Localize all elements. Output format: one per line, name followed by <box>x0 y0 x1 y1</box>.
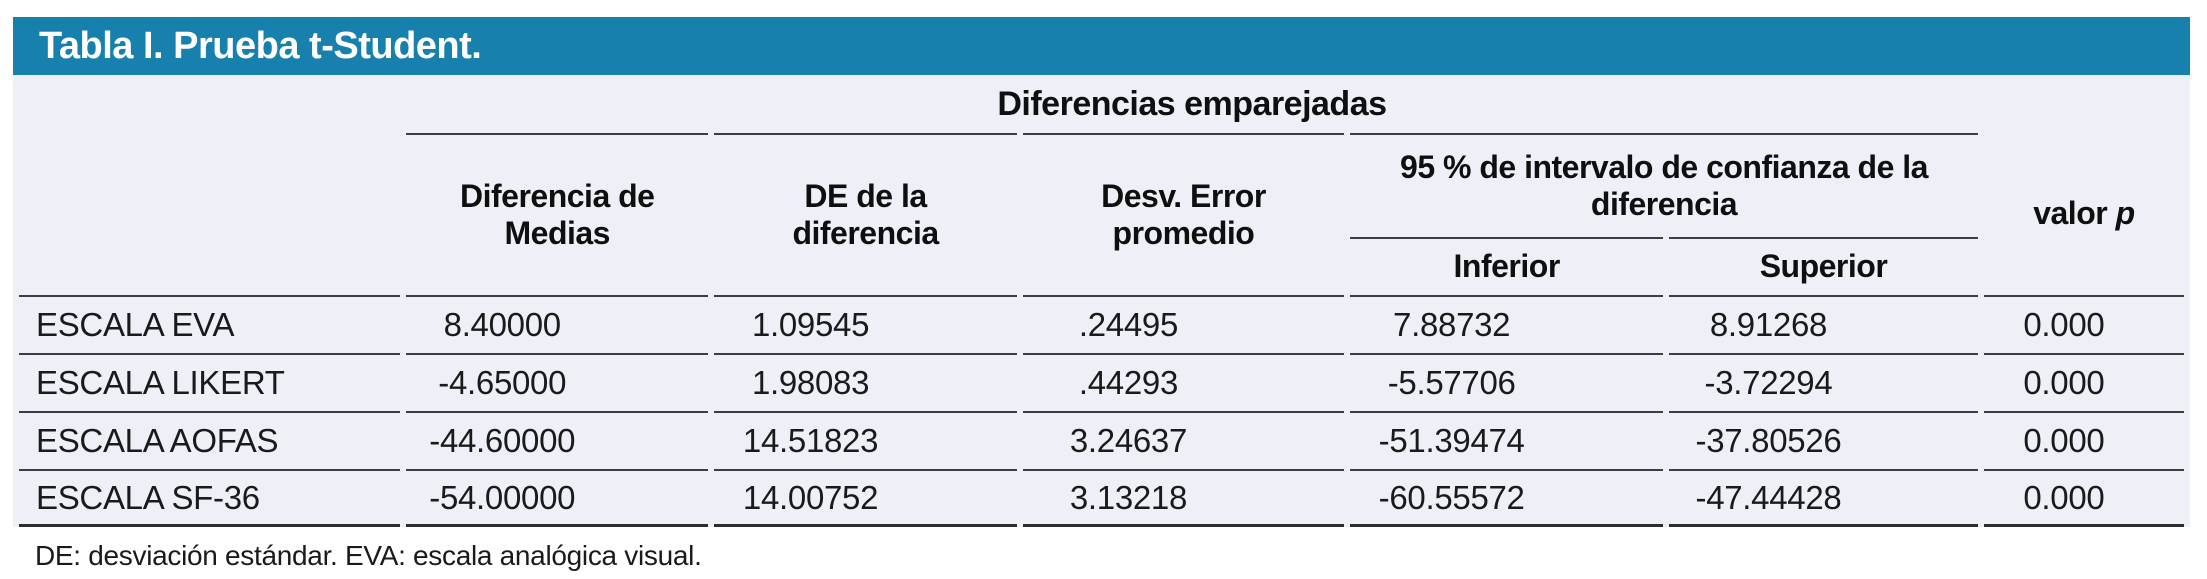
p-value-cell: 0.000 <box>1983 295 2184 353</box>
row-label-cell: ESCALA AOFAS <box>19 411 401 469</box>
sd-cell: 1.98083 <box>714 353 1017 411</box>
sd-cell: 1.09545 <box>714 295 1017 353</box>
ci-lower-cell: -60.55572 <box>1350 469 1664 527</box>
table-row-eva: ESCALA EVA 8.40000 1.09545 .24495 7.8873… <box>19 295 2184 353</box>
row-label-cell: ESCALA LIKERT <box>19 353 401 411</box>
p-value-cell: 0.000 <box>1983 353 2184 411</box>
se-cell: 3.24637 <box>1022 411 1345 469</box>
table-title-bar: Tabla I. Prueba t-Student. <box>13 17 2190 75</box>
se-cell: 3.13218 <box>1022 469 1345 527</box>
col-header-sd-diff: DE de la diferencia <box>714 133 1017 295</box>
paired-differences-header: Diferencias emparejadas <box>997 84 1387 123</box>
row-label-cell: ESCALA EVA <box>19 295 401 353</box>
ci-lower-cell: -5.57706 <box>1350 353 1664 411</box>
t-student-table: Diferencias emparejadas Diferencia de Me… <box>13 75 2190 527</box>
col-header-ci-upper: Superior <box>1669 237 1978 295</box>
ci-upper-cell: -3.72294 <box>1669 353 1978 411</box>
mean-diff-cell: -4.65000 <box>406 353 709 411</box>
col-header-ci: 95 % de intervalo de confianza de la dif… <box>1350 133 1978 237</box>
mean-diff-cell: -54.00000 <box>406 469 709 527</box>
column-header-row: Diferencia de Medias DE de la diferencia… <box>19 133 2184 251</box>
col-header-se: Desv. Error promedio <box>1022 133 1345 295</box>
p-value-label: valor <box>2033 195 2116 232</box>
mean-diff-cell: -44.60000 <box>406 411 709 469</box>
p-value-label-italic: p <box>2115 195 2136 232</box>
sd-cell: 14.00752 <box>714 469 1017 527</box>
table-row-sf36: ESCALA SF-36 -54.00000 14.00752 3.13218 … <box>19 469 2184 527</box>
p-value-cell: 0.000 <box>1983 469 2184 527</box>
mean-diff-cell: 8.40000 <box>406 295 709 353</box>
col-header-p-value: valor p <box>1984 133 2184 295</box>
ci-lower-cell: -51.39474 <box>1350 411 1664 469</box>
se-cell: .24495 <box>1022 295 1345 353</box>
p-value-cell: 0.000 <box>1983 411 2184 469</box>
sd-cell: 14.51823 <box>714 411 1017 469</box>
table-card: Tabla I. Prueba t-Student. Diferencias e… <box>13 17 2190 572</box>
col-header-mean-diff: Diferencia de Medias <box>406 133 709 295</box>
table-footnote: DE: desviación estándar. EVA: escala ana… <box>35 540 702 571</box>
row-label-cell: ESCALA SF-36 <box>19 469 401 527</box>
col-header-ci-lower: Inferior <box>1350 237 1664 295</box>
table-row-likert: ESCALA LIKERT -4.65000 1.98083 .44293 -5… <box>19 353 2184 411</box>
ci-subheader-row: Inferior Superior <box>19 237 2184 295</box>
group-header-row: Diferencias emparejadas <box>19 75 2184 133</box>
ci-upper-cell: -47.44428 <box>1669 469 1978 527</box>
ci-upper-cell: 8.91268 <box>1669 295 1978 353</box>
ci-lower-cell: 7.88732 <box>1350 295 1664 353</box>
ci-upper-cell: -37.80526 <box>1669 411 1978 469</box>
empty-corner-cell <box>19 75 400 295</box>
table-title: Tabla I. Prueba t-Student. <box>39 24 482 67</box>
empty-header-cell <box>1984 75 2184 133</box>
se-cell: .44293 <box>1022 353 1345 411</box>
table-row-aofas: ESCALA AOFAS -44.60000 14.51823 3.24637 … <box>19 411 2184 469</box>
